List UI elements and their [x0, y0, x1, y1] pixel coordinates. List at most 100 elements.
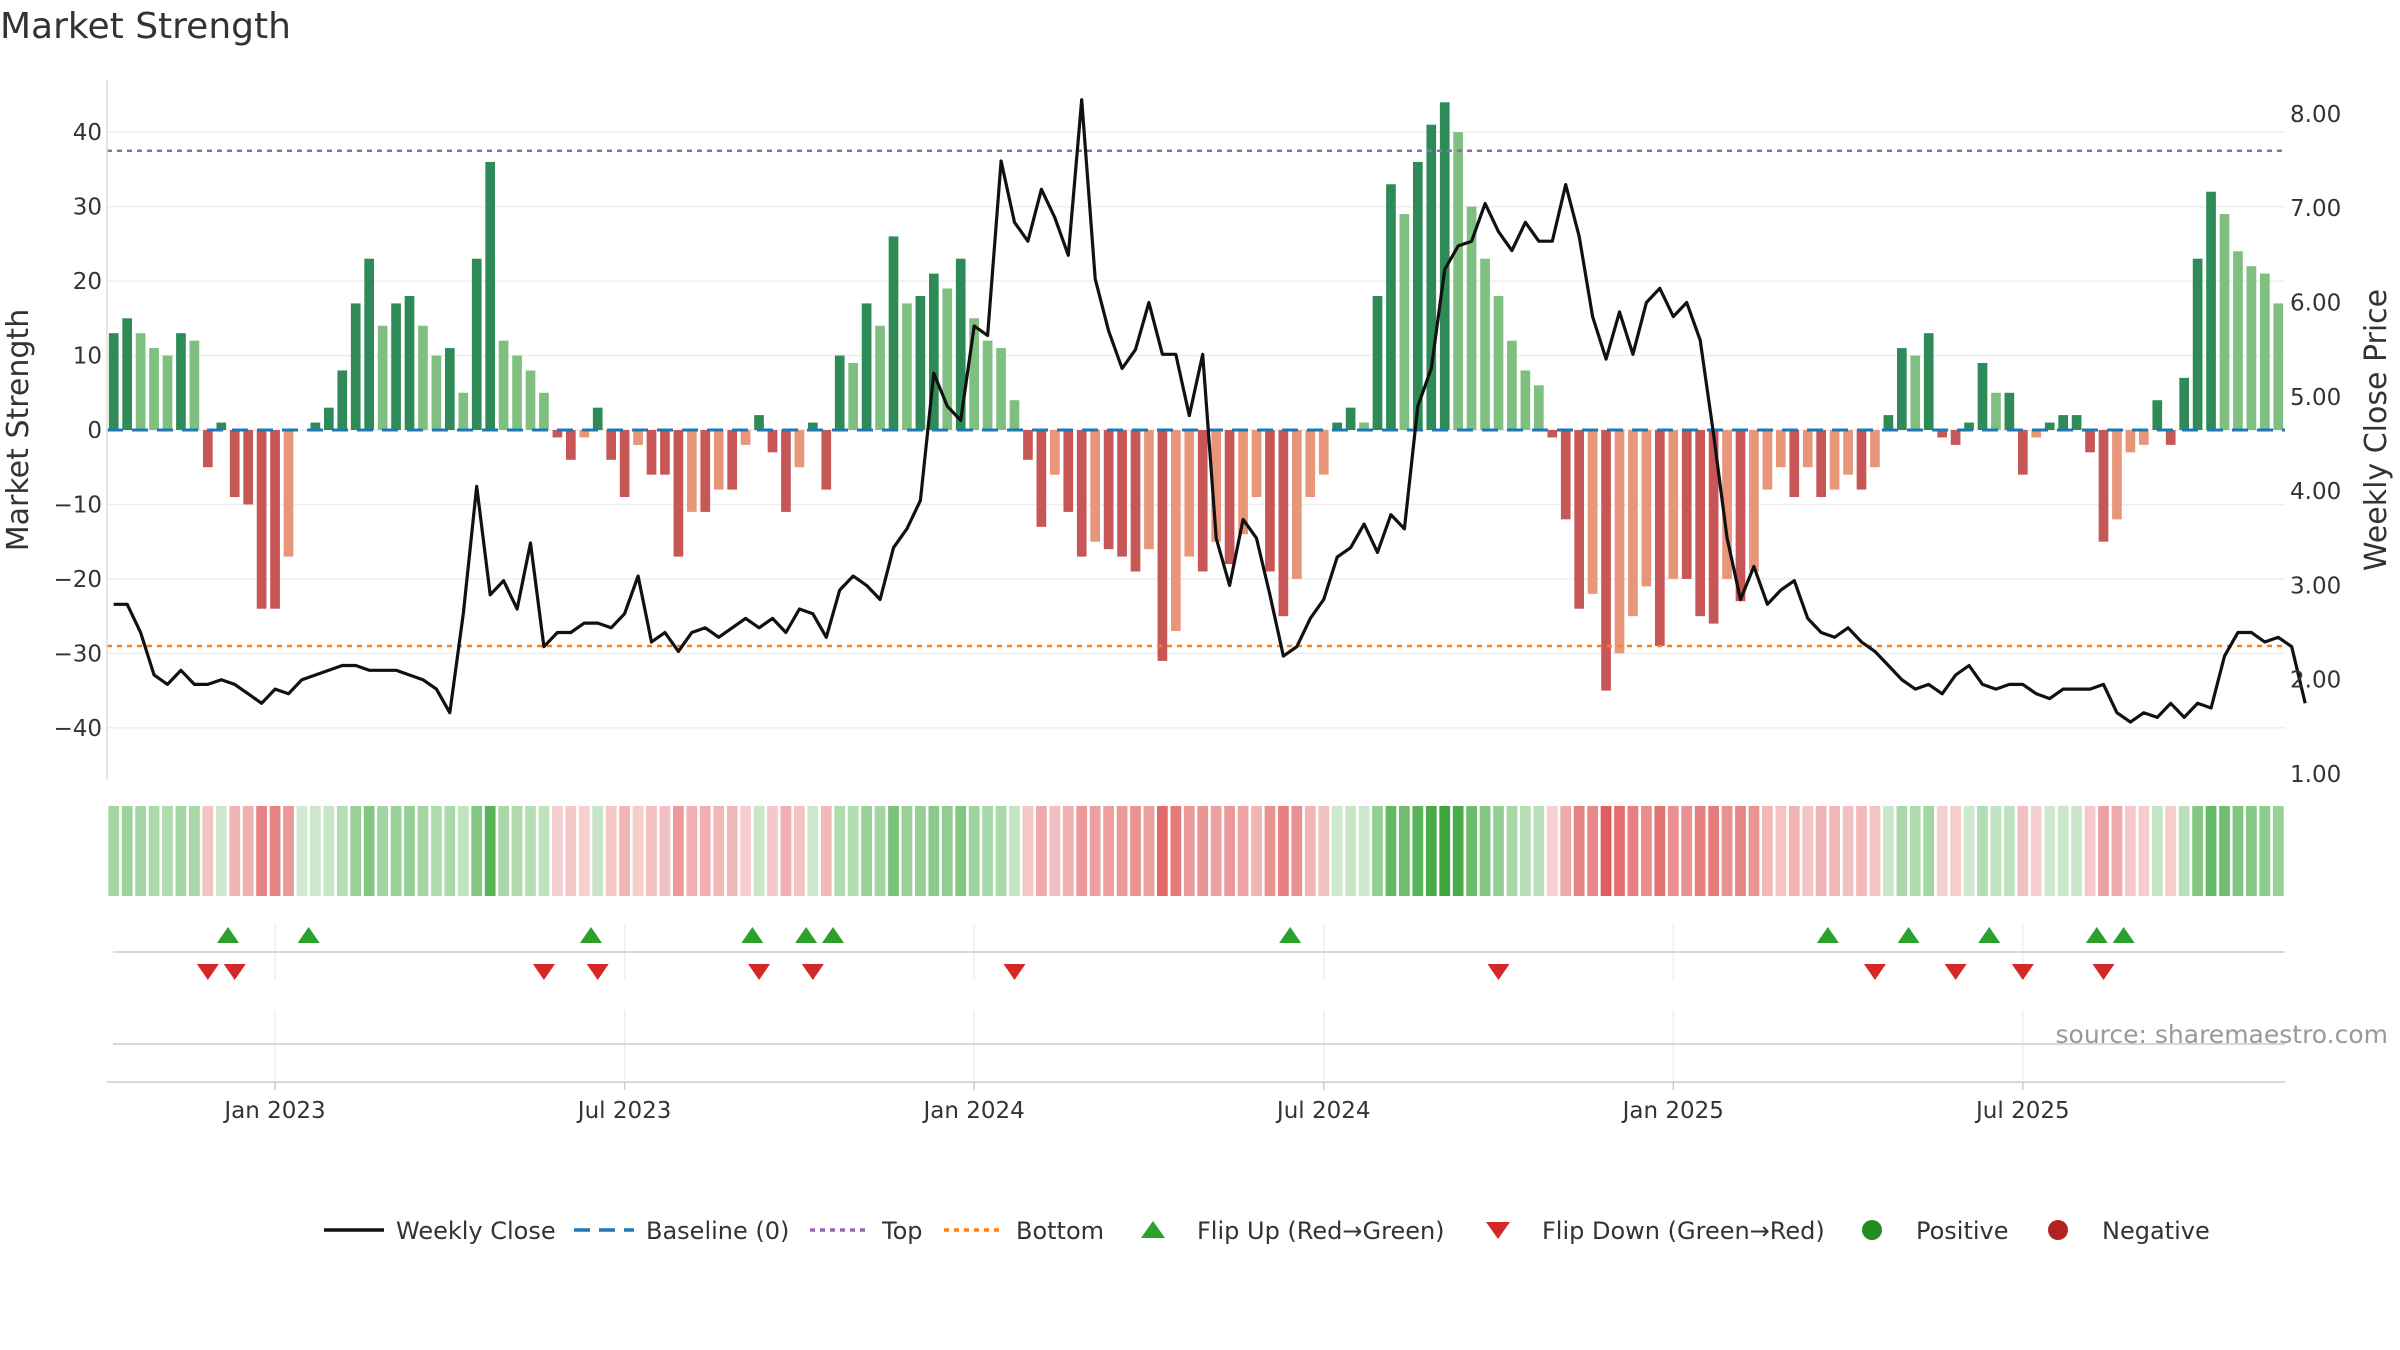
strength-bar [1843, 430, 1853, 475]
heatstrip-cell [552, 806, 563, 896]
strength-bar [1023, 430, 1033, 460]
flip-up-marker [1897, 927, 1920, 943]
legend-label: Top [881, 1217, 923, 1245]
heatstrip-cell [874, 806, 886, 896]
heatstrip-cell [1372, 806, 1383, 896]
strength-bar [256, 430, 267, 609]
heatstrip-cell [1641, 806, 1652, 896]
strength-bar [1816, 430, 1827, 498]
heatstrip-cell [1856, 806, 1867, 896]
flip-down-marker [2092, 964, 2115, 980]
heatstrip-cell [269, 806, 281, 896]
strength-bar [1587, 430, 1598, 594]
legend-swatch [1141, 1221, 1165, 1238]
strength-bar [1399, 214, 1410, 430]
legend-label: Bottom [1016, 1217, 1104, 1245]
heatstrip-cell [2151, 806, 2163, 896]
strength-bar [1332, 422, 1343, 430]
heatstrip-cell [1385, 806, 1397, 896]
strength-bar [821, 430, 832, 490]
heatstrip-cell [1614, 806, 1625, 896]
strength-bar [1049, 430, 1060, 475]
heatstrip-cell [1694, 806, 1706, 896]
strength-bar [458, 392, 469, 430]
y-right-tick-label: 2.00 [2290, 668, 2341, 694]
strength-bar [189, 340, 200, 430]
flip-down-marker [586, 964, 609, 980]
heatstrip-cell [498, 806, 509, 896]
strength-bar [1197, 430, 1208, 572]
x-tick-label: Jan 2025 [1621, 1098, 1724, 1124]
strength-bar [861, 303, 872, 430]
strength-bar [1036, 430, 1047, 527]
strength-bar [2098, 430, 2109, 542]
strength-bar [1991, 392, 2001, 430]
flip-up-marker [1816, 927, 1839, 943]
heatstrip-cell [323, 806, 335, 896]
heatstrip-cell [1883, 806, 1894, 896]
heatstrip-cell [1237, 806, 1249, 896]
strength-bar [243, 430, 254, 505]
strength-bar [202, 430, 213, 468]
heatstrip-cell [605, 806, 617, 896]
heatstrip-cell [1399, 806, 1410, 896]
strength-bar [444, 348, 455, 430]
strength-bar [1318, 430, 1329, 475]
heatstrip-cell [2030, 806, 2042, 896]
strength-bar [1896, 348, 1907, 430]
strength-bar [1426, 124, 1437, 431]
strength-bar [1493, 295, 1504, 430]
heatstrip-cell [941, 806, 953, 896]
heatstrip-cell [1345, 806, 1356, 896]
heatstrip-cell [995, 806, 1007, 896]
heatstrip-cell [1654, 806, 1666, 896]
strength-bar [2085, 430, 2095, 453]
strength-bar [391, 303, 401, 430]
heatstrip-cell [1425, 806, 1437, 896]
heatstrip-cell [1304, 806, 1316, 896]
heatstrip-cell [404, 806, 415, 896]
strength-bar [350, 303, 361, 430]
strength-bar [2031, 430, 2042, 438]
legend-label: Flip Up (Red→Green) [1197, 1217, 1445, 1245]
strength-bar [1654, 430, 1665, 646]
strength-bar [1009, 400, 1020, 430]
strength-bar [512, 355, 522, 430]
y-right-tick-label: 3.00 [2290, 573, 2341, 599]
heatstrip-cell [686, 806, 698, 896]
heatstrip-cell [1264, 806, 1276, 896]
heatstrip-cell [1022, 806, 1034, 896]
heatstrip-cell [1331, 806, 1343, 896]
strength-bar [1574, 430, 1585, 609]
strength-bar [1923, 333, 1934, 430]
heatstrip-cell [431, 806, 442, 896]
heatstrip-cell [1143, 806, 1155, 896]
strength-bar [2179, 377, 2190, 430]
flip-up-marker [822, 927, 844, 943]
y-right-tick-label: 8.00 [2290, 102, 2341, 128]
strength-bar [2058, 415, 2069, 430]
heatstrip-cell [1748, 806, 1760, 896]
x-tick-label: Jan 2024 [922, 1098, 1025, 1124]
strength-bar [404, 295, 415, 430]
heatstrip-cell [1130, 806, 1141, 896]
y-left-tick-label: 0 [87, 418, 102, 444]
heatstrip-cell [565, 806, 577, 896]
strength-bar [471, 258, 482, 430]
strength-bar [1775, 430, 1786, 468]
heatstrip-cell [229, 806, 241, 896]
strength-bar [1278, 430, 1289, 617]
legend-label: Baseline (0) [646, 1217, 789, 1245]
strength-bar [216, 422, 227, 430]
strength-bar [337, 370, 348, 430]
heatstrip-cell [2084, 806, 2096, 896]
strength-bar [1386, 184, 1396, 430]
heatstrip-cell [780, 806, 792, 896]
y-left-tick-label: −40 [53, 716, 102, 742]
heatstrip-cell [444, 806, 456, 896]
heatstrip-cell [1842, 806, 1854, 896]
strength-bar [1520, 370, 1531, 430]
heatstrip-cell [1358, 806, 1370, 896]
strength-bar [1614, 430, 1625, 654]
strength-bar [2017, 430, 2028, 475]
